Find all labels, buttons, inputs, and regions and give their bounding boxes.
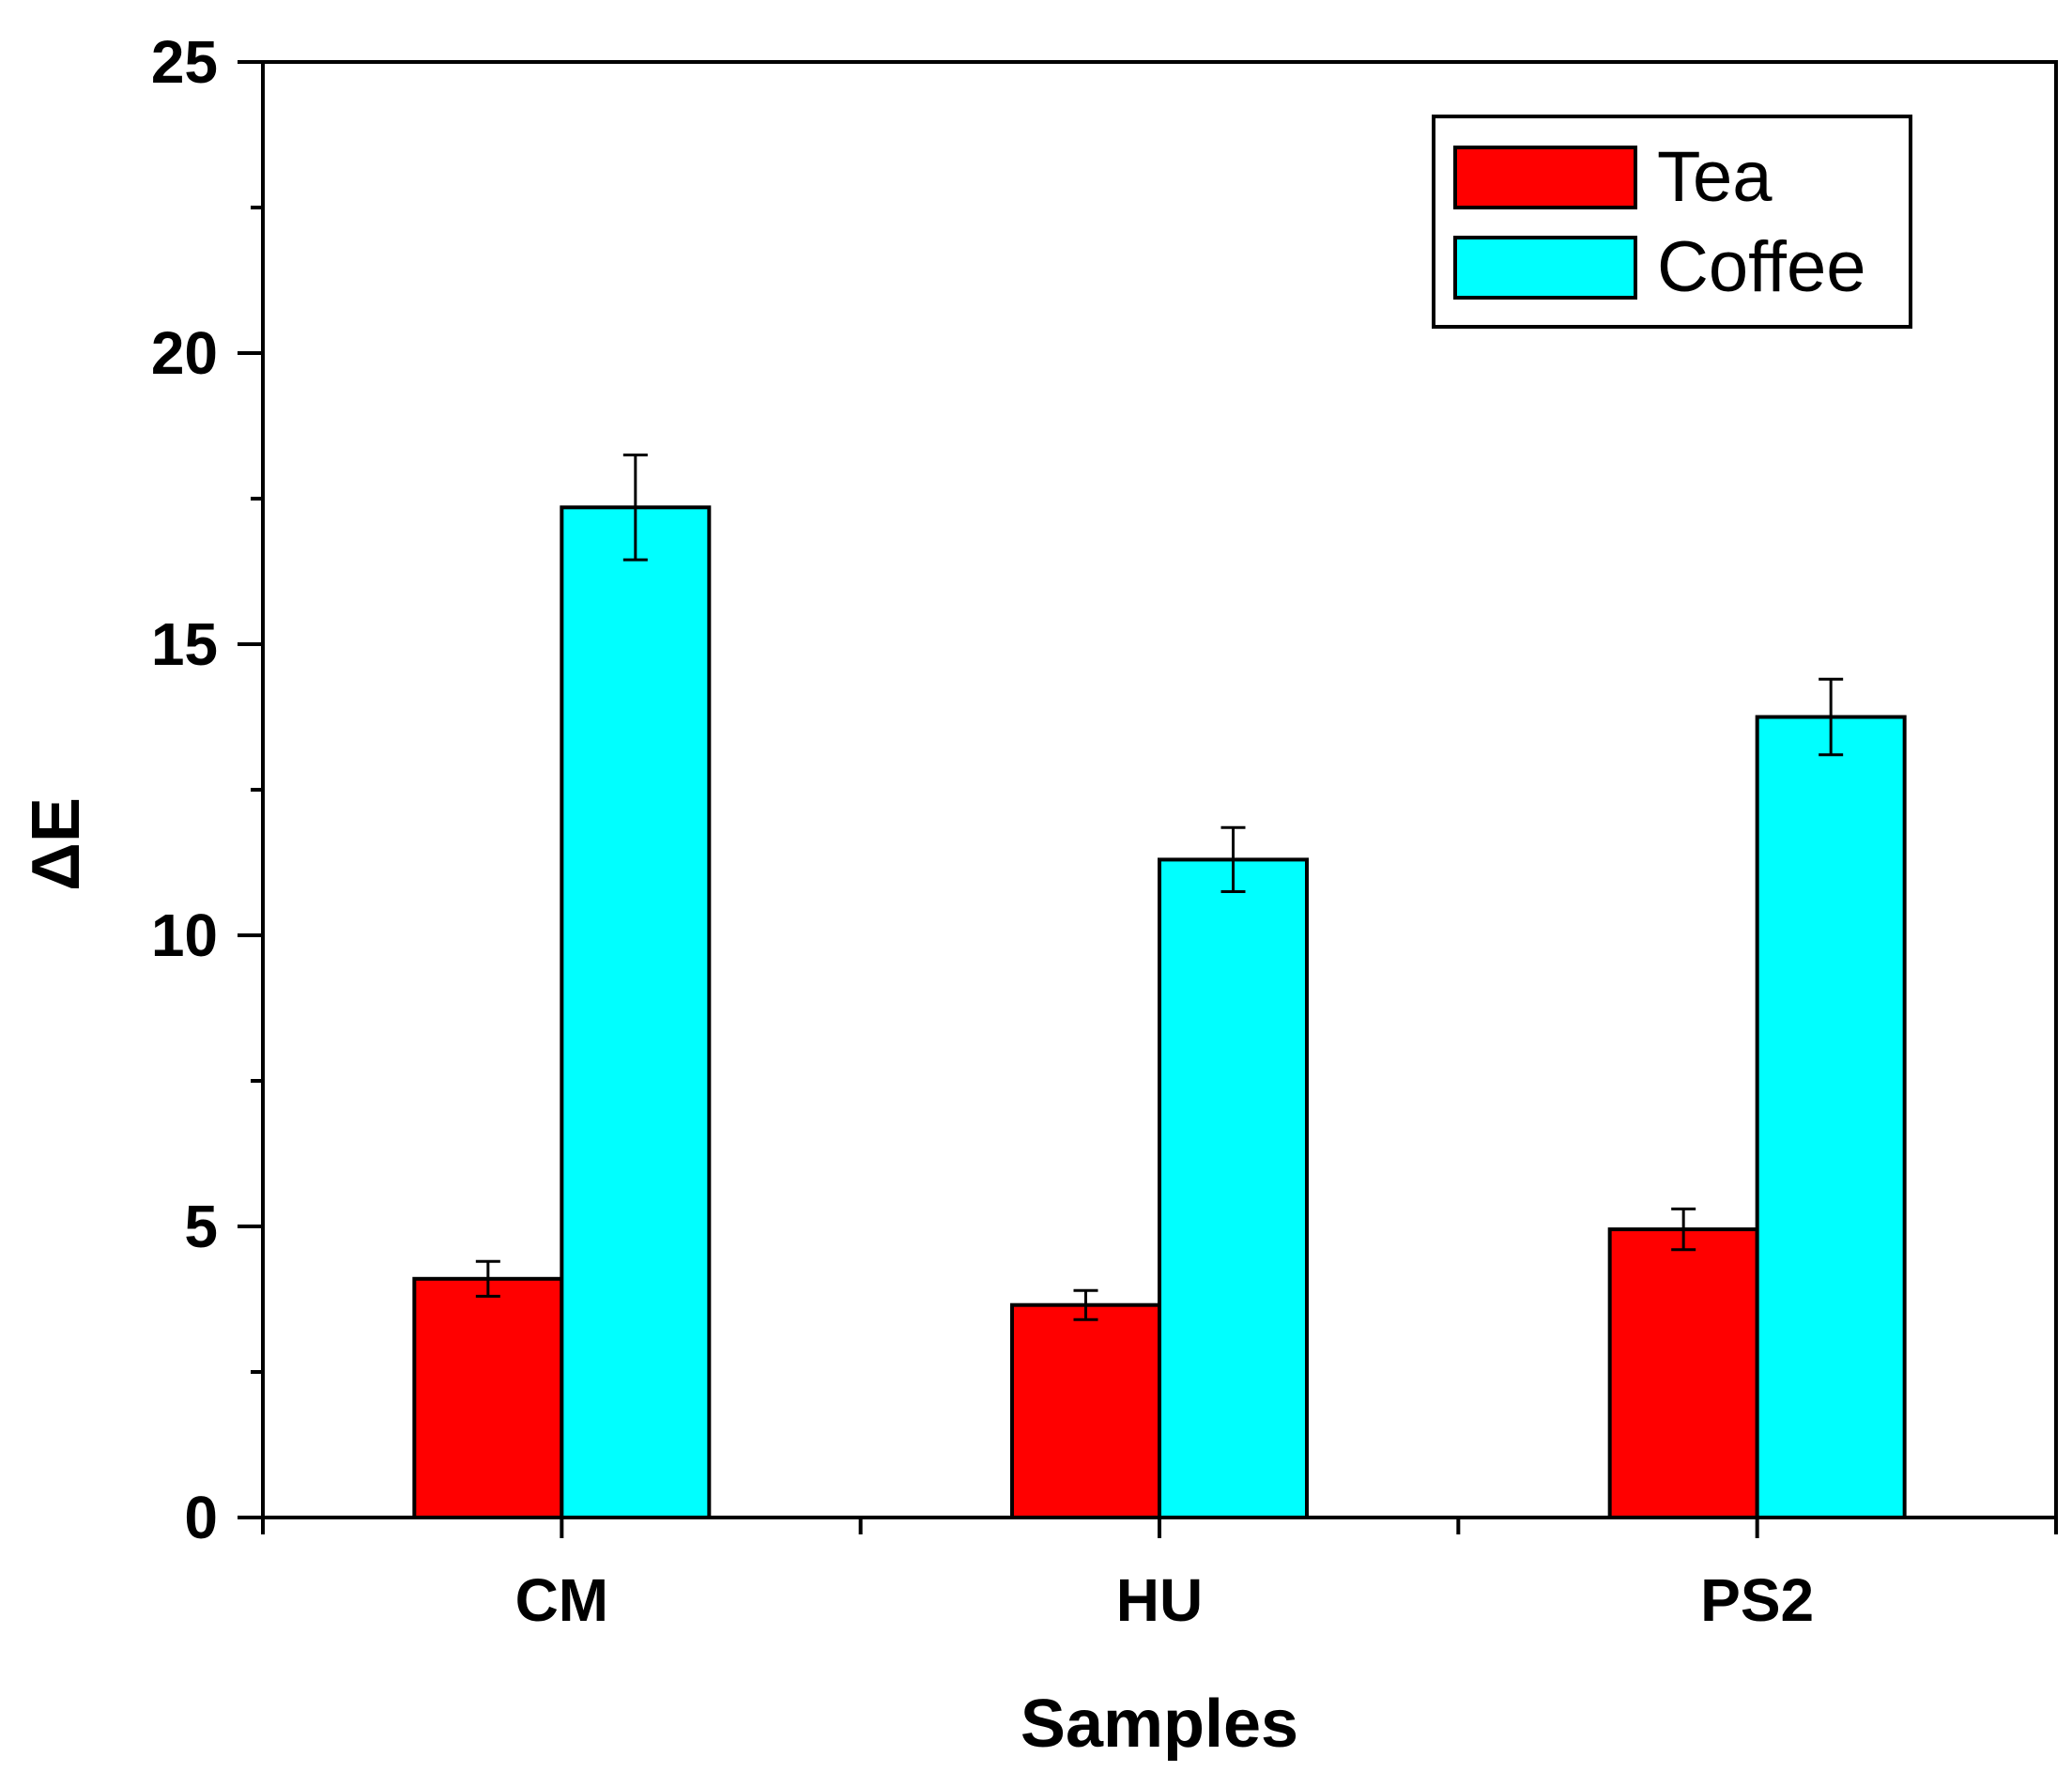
y-axis: 0 5 10 15 20 25 (151, 28, 263, 1551)
x-tick-label-cm: CM (515, 1566, 609, 1634)
y-tick-label-20: 20 (151, 319, 218, 387)
error-bar-tea-ps2 (1671, 1207, 1696, 1252)
error-bar-coffee-hu (1220, 825, 1246, 893)
bar-coffee-hu (1158, 857, 1309, 1519)
y-tick-label-0: 0 (184, 1484, 218, 1551)
bar-tea-hu (1010, 1302, 1161, 1519)
y-axis-title: ΔE (19, 797, 94, 891)
legend-label-tea: Tea (1657, 137, 1773, 217)
x-axis-title: Samples (1021, 1687, 1298, 1762)
bar-coffee-cm (560, 505, 712, 1519)
error-bar-coffee-cm (622, 454, 648, 562)
legend-swatch-tea (1453, 146, 1637, 209)
x-axis: CM HU PS2 (261, 1518, 2058, 1634)
legend-label-coffee: Coffee (1657, 227, 1866, 307)
bar-coffee-ps2 (1755, 715, 1907, 1519)
y-tick-label-25: 25 (151, 28, 218, 96)
error-bars-layer (475, 454, 1844, 1321)
error-bar-tea-hu (1073, 1288, 1098, 1321)
error-bar-tea-cm (475, 1259, 500, 1298)
bar-tea-ps2 (1607, 1227, 1759, 1519)
legend: Tea Coffee (1432, 115, 1912, 329)
y-tick-label-15: 15 (151, 610, 218, 678)
error-bar-coffee-ps2 (1819, 677, 1844, 757)
bar-tea-cm (412, 1276, 564, 1520)
y-tick-label-10: 10 (151, 901, 218, 969)
x-tick-label-hu: HU (1116, 1566, 1203, 1634)
x-tick-label-ps2: PS2 (1700, 1566, 1814, 1634)
legend-swatch-coffee (1453, 236, 1637, 300)
bars-layer (412, 505, 1907, 1520)
y-tick-label-5: 5 (184, 1193, 218, 1260)
